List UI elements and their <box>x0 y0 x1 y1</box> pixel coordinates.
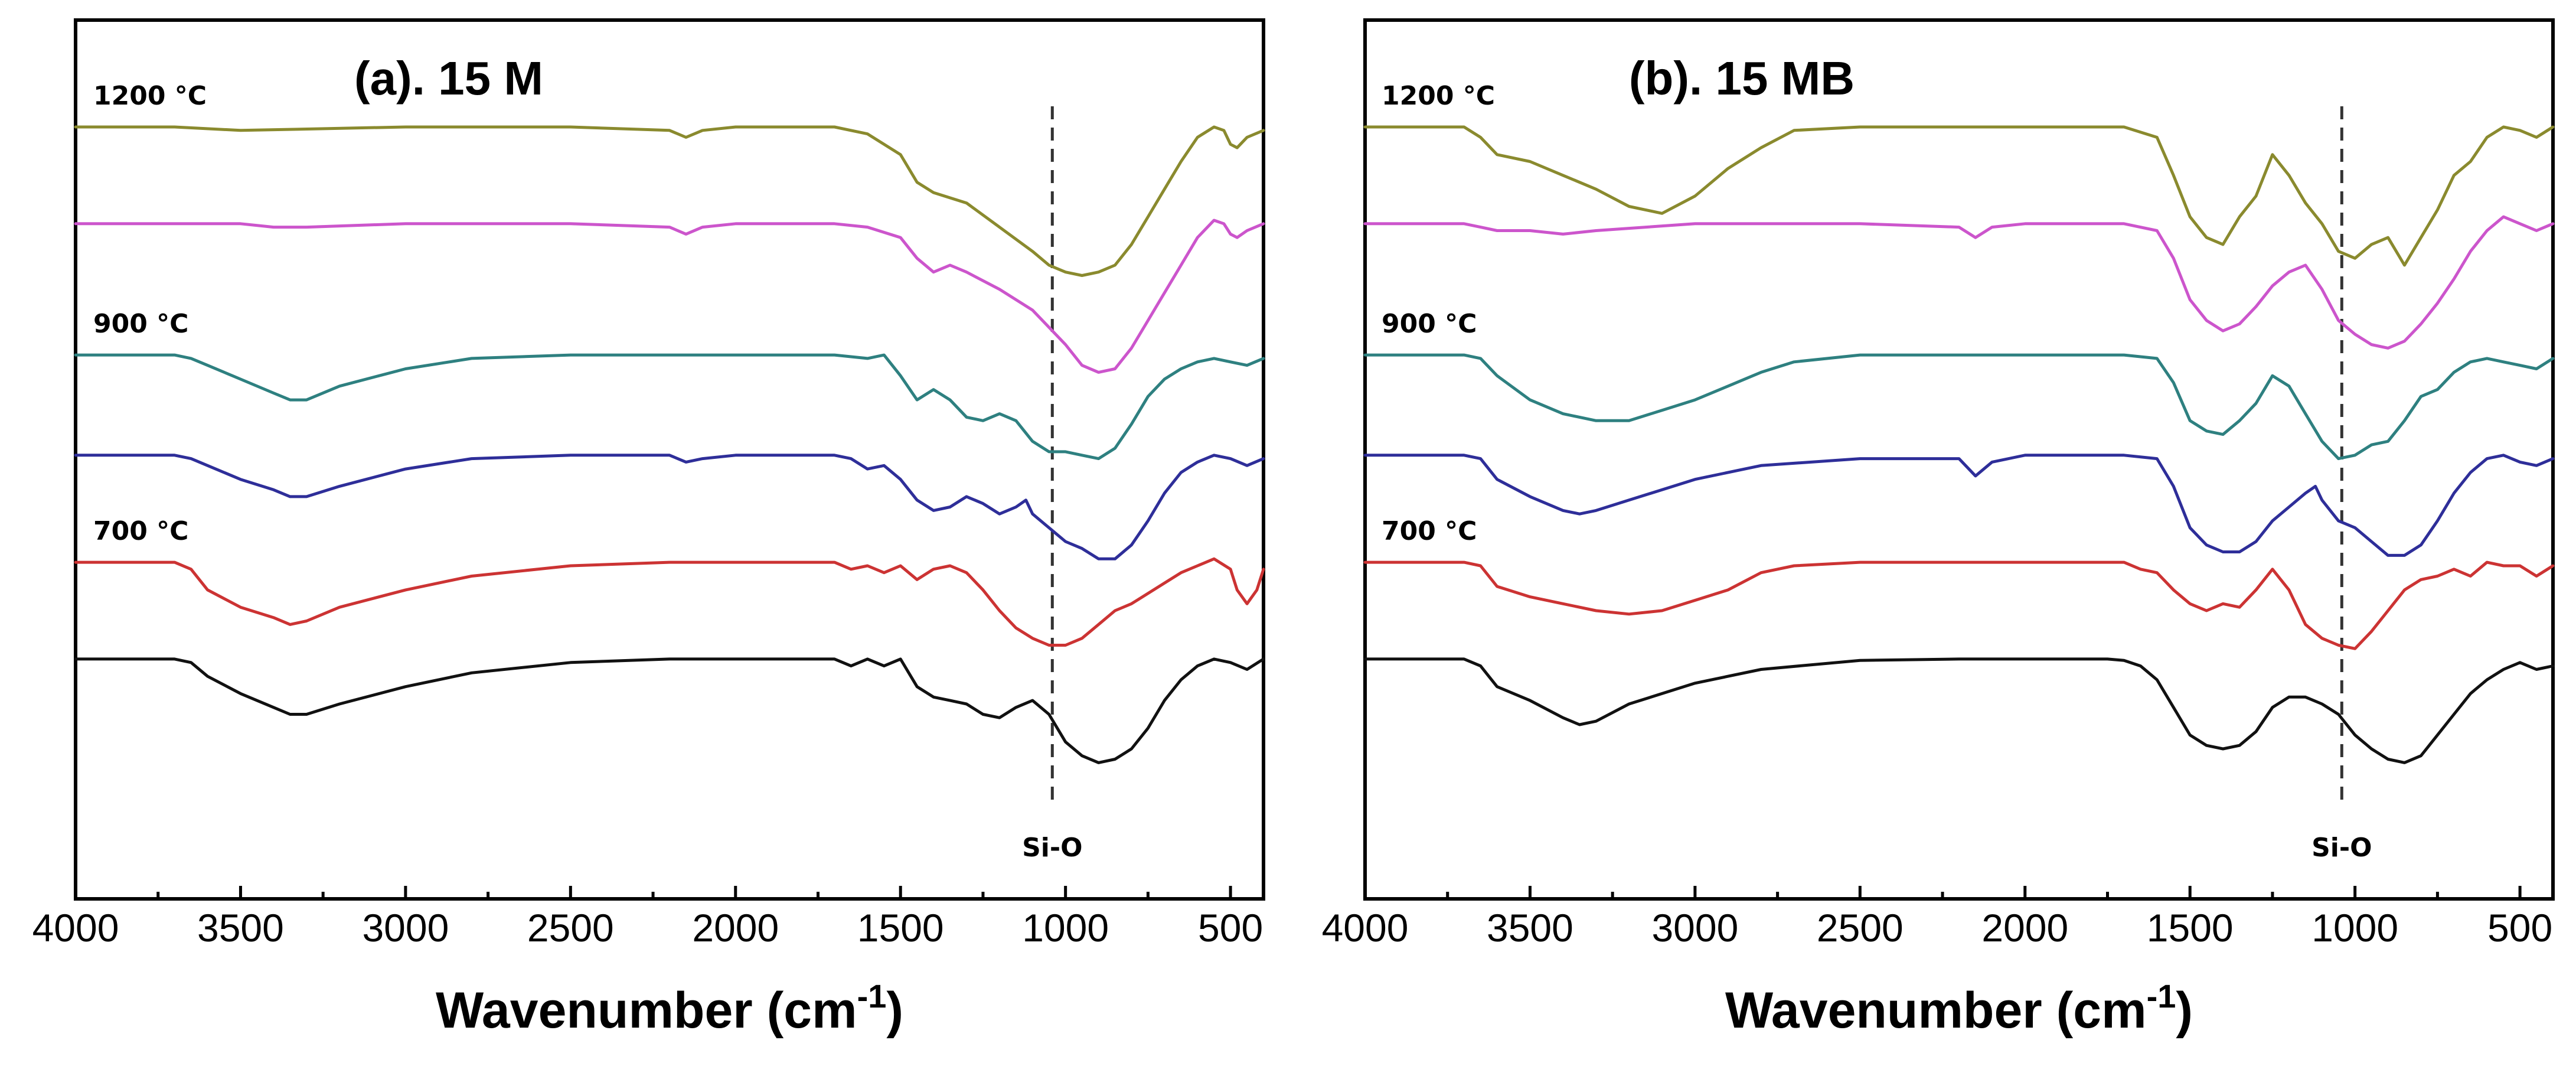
si-o-label: Si-O <box>2311 833 2372 863</box>
x-tick-label: 500 <box>2487 906 2552 950</box>
x-axis-label: Wavenumber (cm-1) <box>1725 977 2193 1039</box>
x-tick-label: 2000 <box>1981 906 2068 950</box>
x-tick-label: 3000 <box>1651 906 1738 950</box>
x-tick-label: 3000 <box>362 906 449 950</box>
x-axis-label-sup: -1 <box>2147 977 2176 1015</box>
temperature-label: 1200 °C <box>93 81 207 111</box>
x-tick-label: 4000 <box>32 906 119 950</box>
temperature-label: 700 °C <box>93 516 188 546</box>
series-line-900c <box>1363 353 2555 461</box>
temperature-label: 700 °C <box>1382 516 1477 546</box>
x-tick-label: 3500 <box>1487 906 1573 950</box>
x-tick-label: 3500 <box>197 906 284 950</box>
series-line-900c <box>74 353 1265 461</box>
x-axis-label-close: ) <box>2176 982 2193 1039</box>
x-axis-label-close: ) <box>886 982 903 1039</box>
x-tick-label: 2500 <box>1817 906 1904 950</box>
series-line-700c <box>74 557 1265 647</box>
x-tick-label: 2000 <box>692 906 779 950</box>
panel-b-15mb: 4000 3500 3000 2500 2000 1500 1000 500 Wavenumbe… <box>1322 18 2555 1039</box>
panel-title: (a). 15 M <box>354 52 543 105</box>
x-axis-label: Wavenumber (cm-1) <box>436 977 903 1039</box>
x-tick-label: 500 <box>1198 906 1263 950</box>
series-line-1100c <box>74 219 1265 374</box>
x-tick-label: 1000 <box>2311 906 2398 950</box>
x-axis-label-main: Wavenumber (cm <box>1725 982 2147 1039</box>
x-tick-label: 1500 <box>2147 906 2234 950</box>
series-line-1100c <box>1363 215 2555 350</box>
x-tick-label: 1000 <box>1022 906 1109 950</box>
x-axis-label-sup: -1 <box>857 977 887 1015</box>
temperature-label: 900 °C <box>93 309 188 339</box>
series-line-800c <box>74 454 1265 560</box>
x-axis-label-main: Wavenumber (cm <box>436 982 857 1039</box>
series-line-800c <box>1363 454 2555 557</box>
temperature-label: 900 °C <box>1382 309 1477 339</box>
x-tick-label: 4000 <box>1322 906 1409 950</box>
si-o-label: Si-O <box>1022 833 1082 863</box>
series-line-600c <box>74 657 1265 764</box>
series-line-600c <box>1363 657 2555 764</box>
x-tick-label: 1500 <box>857 906 944 950</box>
temperature-label: 1200 °C <box>1382 81 1495 111</box>
panel-title: (b). 15 MB <box>1629 52 1855 105</box>
plot-frame <box>74 18 1265 901</box>
series-line-700c <box>1363 560 2555 650</box>
panel-a-15m: 4000 3500 3000 2500 2000 1500 1000 500 Wavenumbe… <box>32 18 1265 1039</box>
x-tick-label: 2500 <box>527 906 614 950</box>
series-line-1200c <box>74 125 1265 277</box>
series-line-1200c <box>1363 125 2555 267</box>
